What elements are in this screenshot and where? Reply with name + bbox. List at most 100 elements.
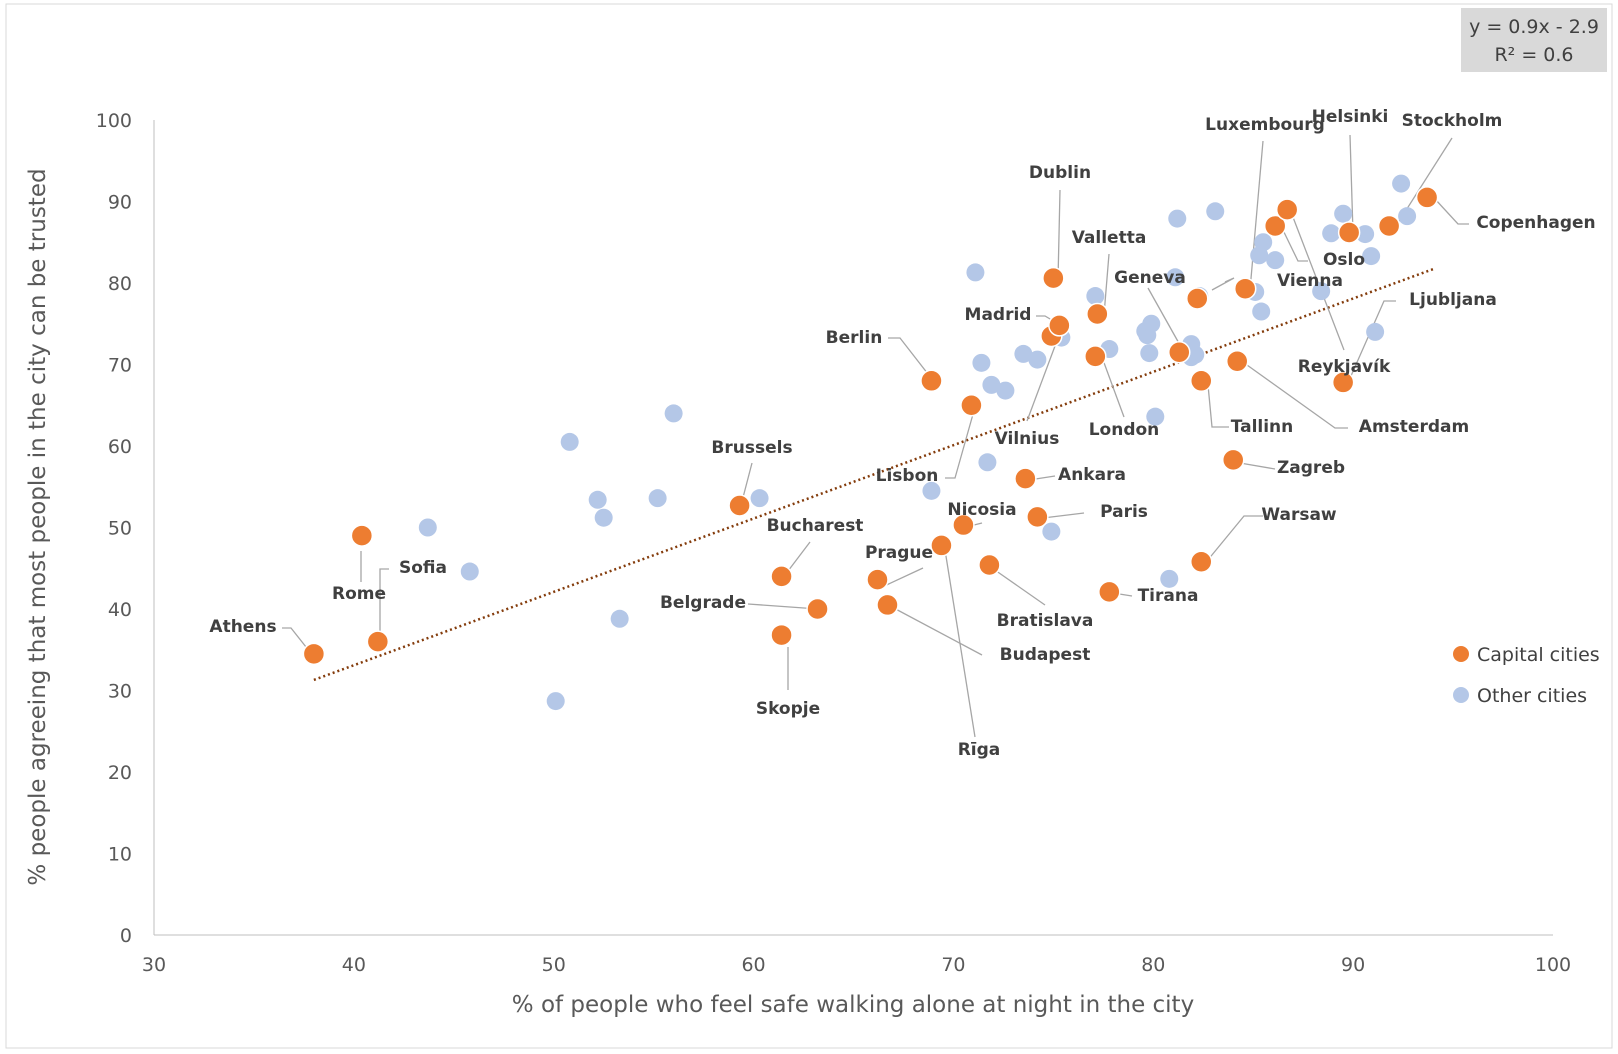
- leader-line-sofia: [379, 568, 389, 637]
- leader-line-berlin: [888, 337, 936, 384]
- other-city-point: [966, 263, 985, 282]
- other-city-point: [1254, 233, 1273, 252]
- city-label-prague: Prague: [865, 543, 933, 563]
- other-city-point: [1266, 251, 1285, 270]
- city-label-riga: Rīga: [958, 740, 1001, 760]
- capital-point-belgrade: [806, 597, 829, 621]
- x-tick-label: 40: [342, 954, 366, 976]
- x-tick-label: 30: [142, 954, 166, 976]
- city-label-athens: Athens: [209, 617, 276, 637]
- capital-point-copenhagen: [1415, 186, 1439, 209]
- city-label-belgrade: Belgrade: [660, 593, 746, 613]
- leader-line-tallinn: [1207, 384, 1229, 428]
- other-city-point: [460, 562, 479, 581]
- other-city-point: [594, 508, 613, 527]
- leader-line-paris: [1042, 512, 1085, 519]
- capital-point-helsinki: [1337, 221, 1361, 244]
- city-label-tallinn: Tallinn: [1231, 417, 1294, 437]
- other-city-point: [1398, 207, 1417, 226]
- city-label-nicosia: Nicosia: [947, 500, 1016, 520]
- legend-other-label: Other cities: [1477, 685, 1587, 707]
- city-label-warsaw: Warsaw: [1261, 505, 1337, 525]
- capital-point-vienna: [1186, 287, 1209, 310]
- other-cities-points: [418, 174, 1417, 711]
- city-label-brussels: Brussels: [711, 438, 792, 458]
- x-tick-label: 50: [542, 954, 566, 976]
- capital-point-bucharest: [770, 565, 793, 588]
- city-label-madrid: Madrid: [965, 305, 1032, 325]
- capital-point-nicosia: [952, 513, 975, 537]
- leader-line-zagreb: [1239, 462, 1276, 470]
- other-city-point: [546, 692, 565, 711]
- city-label-oslo: Oslo: [1323, 250, 1365, 270]
- y-tick-label: 90: [108, 192, 132, 214]
- capital-point-madrid: [1048, 314, 1071, 337]
- city-label-bucharest: Bucharest: [767, 516, 864, 536]
- other-city-point: [588, 490, 607, 509]
- capital-point-reykjavik: [1275, 198, 1299, 221]
- other-city-point: [922, 481, 941, 500]
- leader-line-vienna: [1211, 277, 1235, 291]
- other-city-point: [560, 432, 579, 451]
- y-tick-label: 20: [108, 762, 132, 784]
- x-tick-labels: 30 40 50 60 70 80 90 100: [142, 954, 1571, 976]
- other-city-point: [978, 453, 997, 472]
- legend-capital-label: Capital cities: [1477, 644, 1600, 666]
- city-label-zagreb: Zagreb: [1277, 458, 1345, 478]
- other-city-point: [1356, 225, 1375, 244]
- city-label-reykjavik: Reykjavík: [1298, 357, 1391, 377]
- city-label-berlin: Berlin: [826, 328, 883, 348]
- capital-point-valletta: [1086, 302, 1109, 326]
- y-tick-label: 40: [108, 599, 132, 621]
- capital-point-athens: [302, 642, 326, 666]
- y-tick-label: 70: [108, 355, 132, 377]
- leader-line-oslo: [1280, 225, 1308, 262]
- city-label-copenhagen: Copenhagen: [1476, 213, 1595, 233]
- capital-point-berlin: [920, 369, 943, 393]
- trendline-equation-box: y = 0.9x - 2.9 R² = 0.6: [1461, 8, 1607, 72]
- y-tick-label: 100: [96, 110, 132, 132]
- leader-line-london: [1102, 359, 1125, 418]
- equation-box-background: [1461, 8, 1607, 72]
- capital-point-luxembourg: [1233, 277, 1257, 300]
- legend: Capital cities Other cities: [1453, 644, 1600, 707]
- other-city-point: [1028, 350, 1047, 369]
- y-tick-label: 60: [108, 436, 132, 458]
- y-tick-labels: 0 10 20 30 40 50 60 70 80 90 100: [96, 110, 132, 947]
- city-label-ankara: Ankara: [1058, 465, 1126, 485]
- capital-point-ljubljana: [1331, 371, 1355, 394]
- y-tick-label: 50: [108, 518, 132, 540]
- capital-point-paris: [1026, 505, 1049, 529]
- other-city-point: [972, 353, 991, 372]
- capital-point-dublin: [1042, 266, 1065, 290]
- other-city-point: [418, 518, 437, 537]
- leader-line-warsaw: [1206, 515, 1263, 562]
- capital-cities-points: [302, 186, 1439, 666]
- city-label-dublin: Dublin: [1029, 163, 1091, 183]
- capital-point-ankara: [1014, 467, 1037, 490]
- other-city-point: [1146, 407, 1165, 426]
- other-city-point: [1392, 174, 1411, 193]
- city-label-helsinki: Helsinki: [1312, 107, 1389, 127]
- chart-frame: [5, 3, 1613, 1049]
- other-city-point: [982, 375, 1001, 394]
- x-tick-label: 80: [1141, 954, 1165, 976]
- leader-line-riga: [944, 549, 976, 738]
- leader-line-copenhagen: [1434, 198, 1469, 225]
- other-city-point: [1334, 204, 1353, 223]
- leader-line-ljubljana: [1346, 300, 1396, 386]
- city-label-stockholm: Stockholm: [1402, 111, 1503, 131]
- other-city-point: [1366, 322, 1385, 341]
- other-city-point: [648, 489, 667, 508]
- other-city-point: [1086, 287, 1105, 306]
- other-city-point: [1362, 247, 1381, 266]
- capital-point-london: [1084, 345, 1107, 368]
- leader-line-valletta: [1103, 253, 1110, 316]
- city-label-london: London: [1089, 420, 1160, 440]
- other-city-point: [664, 404, 683, 423]
- city-label-vienna: Vienna: [1277, 271, 1343, 291]
- leader-line-athens: [282, 627, 311, 653]
- city-label-sofia: Sofia: [399, 558, 447, 578]
- city-label-skopje: Skopje: [756, 699, 820, 719]
